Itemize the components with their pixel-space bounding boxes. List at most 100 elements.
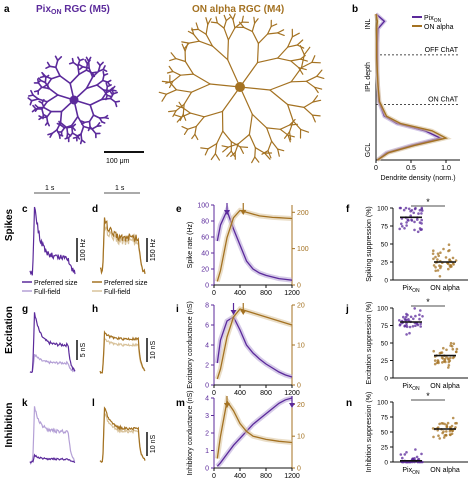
pix-dendrite	[92, 114, 101, 119]
alpha-dendrite	[175, 89, 193, 93]
alpha-dendrite	[279, 124, 291, 130]
panel-j-point	[412, 317, 415, 321]
alpha-dendrite	[290, 60, 300, 69]
panel-m-left-tick-label: 0	[205, 466, 209, 473]
panel-f-point	[405, 224, 408, 227]
pix-dendrite	[59, 121, 68, 129]
pix-dendrite	[46, 61, 51, 68]
pix-dendrite	[89, 98, 103, 106]
panel-f-point	[447, 267, 450, 271]
pix-dendrite	[101, 121, 106, 124]
alpha-dendrite	[209, 83, 241, 88]
panel-f-point	[444, 256, 448, 259]
panel-f-point	[432, 249, 435, 252]
trace-d-preferred	[99, 217, 146, 275]
scale-label-d: 150 Hz	[150, 238, 157, 261]
panel-i-left-tick-label: 4	[205, 343, 209, 350]
panel-b-legend-alpha: ON alpha	[424, 24, 454, 31]
panel-n-point	[442, 436, 446, 439]
alpha-dendrite	[261, 150, 269, 155]
scale-label-h: 10 nS	[150, 341, 157, 360]
pix-dendrite	[41, 101, 48, 110]
panel-j-point	[447, 366, 450, 369]
legend-c-fullfield: Full-field	[34, 289, 61, 296]
alpha-dendrite	[181, 43, 186, 52]
panel-f-point	[406, 218, 410, 221]
panel-f-point	[434, 255, 437, 259]
panel-n-point	[451, 429, 454, 433]
alpha-dendrite	[269, 89, 289, 106]
alpha-dendrite	[237, 133, 250, 145]
panel-b-legend-pix: PixON	[424, 15, 442, 24]
alpha-dendrite	[207, 143, 218, 150]
panel-m-band	[215, 395, 293, 468]
alpha-dendrite	[251, 156, 256, 164]
alpha-dendrite	[239, 61, 259, 88]
panel-j-point	[441, 357, 445, 360]
panel-f-y-tick-label: 50	[381, 242, 389, 249]
pix-dendrite	[38, 115, 43, 119]
pix-dendrite	[83, 120, 91, 124]
panel-j-point	[449, 356, 452, 360]
panel-n-category-label: PixON	[402, 467, 420, 476]
panel-letter-j: j	[345, 304, 349, 315]
alpha-dendrite	[314, 86, 323, 90]
alpha-dendrite	[168, 110, 177, 113]
pix-dendrite	[34, 104, 39, 109]
alpha-dendrite	[207, 17, 212, 25]
panel-letter-h: h	[92, 304, 98, 315]
pix-dendrite	[46, 94, 59, 103]
pix-dendrite	[88, 120, 91, 128]
pix-dendrite	[71, 126, 76, 131]
panel-letter-a: a	[4, 4, 10, 15]
pix-dendrite	[107, 81, 111, 87]
panel-i-left-tick-label: 8	[205, 303, 209, 310]
panel-j-y-tick-label: 0	[384, 376, 388, 383]
alpha-dendrite	[298, 66, 304, 75]
pix-dendrite	[82, 66, 90, 69]
panel-n-point	[417, 457, 421, 461]
alpha-dendrite	[172, 74, 182, 82]
response-traces	[29, 206, 146, 466]
pix-dendrite	[79, 139, 83, 145]
alpha-dendrite	[256, 57, 279, 64]
panel-f-point	[420, 218, 424, 222]
row-label-excitation: Excitation	[4, 306, 15, 354]
alpha-dendrite	[241, 15, 244, 23]
panel-j-point	[419, 325, 423, 328]
panel-j-point	[433, 362, 437, 366]
alpha-dendrite	[175, 103, 185, 112]
panel-f-point	[447, 243, 451, 246]
alpha-dendrite	[305, 80, 316, 88]
alpha-dendrite	[205, 17, 209, 25]
alpha-dendrite	[191, 27, 195, 35]
panel-j-point	[413, 307, 417, 310]
panel-e-right-tick-label: 100	[297, 246, 309, 253]
pix-dendrite	[51, 129, 58, 135]
alpha-dendrite	[305, 75, 318, 82]
panel-b-series-line	[375, 13, 443, 161]
alpha-dendrite	[216, 130, 224, 145]
alpha-cell-title: ON alpha RGC (M4)	[192, 4, 284, 15]
alpha-dendrite	[181, 125, 189, 130]
panel-f-y-tick-label: 0	[384, 278, 388, 285]
pix-dendrite	[48, 87, 59, 96]
alpha-dendrite	[316, 75, 325, 80]
panel-m-left-tick-label: 3	[205, 413, 209, 420]
alpha-dendrite	[238, 21, 245, 28]
alpha-dendrite	[277, 57, 292, 62]
pix-dendrite	[78, 58, 84, 62]
panel-f-point	[413, 207, 417, 211]
panel-f-y-tick-label: 25	[381, 260, 389, 267]
panel-m-x-tick-label: 0	[212, 473, 216, 480]
alpha-dendrite	[182, 113, 187, 121]
pix-dendrite	[66, 132, 69, 139]
panel-j-point	[405, 333, 408, 336]
pix-dendrite	[97, 64, 101, 73]
panel-letter-l: l	[92, 398, 95, 409]
panel-f-point	[417, 212, 420, 215]
panel-f-point	[416, 218, 419, 221]
panel-f-point	[432, 264, 436, 267]
panel-f-point	[418, 221, 422, 224]
